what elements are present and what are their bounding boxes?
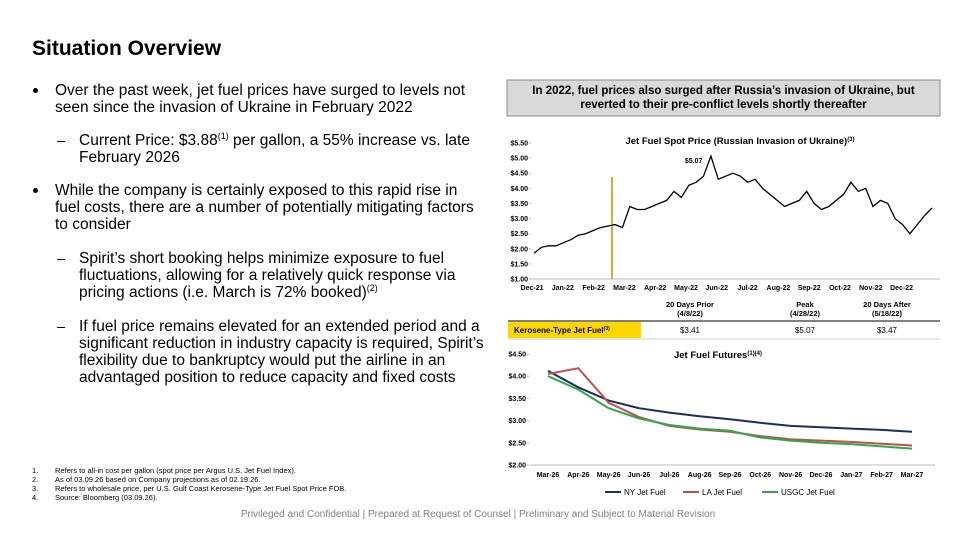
y-tick-label: $3.50 [510, 201, 528, 208]
text-run: Spirit’s short booking helps minimize ex… [79, 250, 456, 301]
footer: Privileged and Confidential | Prepared a… [240, 509, 716, 520]
x-tick-label: Feb-27 [870, 472, 893, 479]
legend-label: USGC Jet Fuel [781, 488, 835, 497]
y-tick-label: $2.50 [508, 440, 526, 447]
superscript: (3) [604, 326, 610, 332]
column-header: 20 Days Prior [666, 300, 714, 309]
row-label: Kerosene-Type Jet Fuel(3) [514, 326, 610, 335]
x-tick-label: Jan-27 [840, 472, 862, 479]
y-tick-label: $5.50 [510, 141, 528, 148]
x-tick-label: Sep-26 [718, 472, 741, 479]
x-tick-label: Dec-21 [521, 285, 544, 292]
sub-bullet: If fuel price remains elevated for an ex… [79, 318, 487, 386]
callout: In 2022, fuel prices also surged after R… [532, 85, 915, 111]
x-tick-label: Aug-22 [767, 285, 791, 292]
footnote-text: Refers to wholesale price, per U.S. Gulf… [55, 484, 347, 493]
column-header: (4/8/22) [677, 309, 703, 318]
y-tick-label: $4.00 [510, 186, 528, 193]
x-tick-label: Apr-26 [567, 472, 589, 479]
footnote-num: 4. [32, 493, 39, 502]
sub-bullet: Spirit’s short booking helps minimize ex… [79, 250, 487, 301]
chart-title: Jet Fuel Spot Price (Russian Invasion of… [625, 136, 854, 147]
footnote-text: Refers to all-in cost per gallon (spot p… [55, 466, 296, 475]
table-cell: $5.07 [795, 326, 816, 335]
bullet-text: While the company is certainly exposed t… [55, 182, 474, 233]
x-tick-label: Jan-22 [552, 285, 574, 292]
sub-dash [57, 141, 65, 143]
x-tick-label: Oct-22 [829, 285, 851, 292]
footnote-text: As of 03.09.26 based on Company projecti… [55, 475, 261, 484]
title: Situation Overview [32, 37, 222, 60]
table-cell: $3.41 [680, 326, 701, 335]
x-tick-label: Jul-26 [659, 472, 679, 479]
y-tick-label: $4.50 [510, 171, 528, 178]
superscript: (3) [847, 137, 854, 143]
legend-label: NY Jet Fuel [624, 488, 666, 497]
y-tick-label: $2.00 [510, 246, 528, 253]
x-tick-label: Nov-22 [859, 285, 882, 292]
x-tick-label: May-22 [674, 285, 698, 292]
y-tick-label: $1.00 [510, 277, 528, 284]
text-run: Current Price: $3.88 [79, 132, 218, 149]
x-tick-label: Oct-26 [749, 472, 771, 479]
x-tick-label: Aug-26 [688, 472, 712, 479]
y-tick-label: $4.50 [508, 352, 526, 359]
x-tick-label: Jun-26 [628, 472, 651, 479]
x-tick-label: Dec-26 [809, 472, 832, 479]
x-tick-label: Feb-22 [582, 285, 605, 292]
sub-dash [57, 259, 65, 261]
price-line [533, 153, 933, 254]
series-line [547, 375, 913, 450]
footnote-text: Source: Bloomberg (03.09.26). [55, 493, 158, 502]
y-tick-label: $2.50 [510, 231, 528, 238]
chart-title: Jet Fuel Futures(1)(4) [674, 350, 762, 361]
sub-dash [57, 327, 65, 329]
column-header: 20 Days After [863, 300, 911, 309]
row-label-text: Kerosene-Type Jet Fuel [514, 326, 604, 335]
chart-title-text: Jet Fuel Spot Price (Russian Invasion of… [625, 136, 847, 147]
column-header: (4/28/22) [790, 309, 821, 318]
row-label-box [508, 322, 641, 338]
annotation: $5.07 [685, 158, 703, 165]
legend-label: LA Jet Fuel [702, 488, 742, 497]
column-header: Peak [796, 300, 814, 309]
x-tick-label: Jun-22 [706, 285, 729, 292]
y-tick-label: $3.00 [510, 216, 528, 223]
x-tick-label: Nov-26 [779, 472, 802, 479]
x-tick-label: Dec-22 [890, 285, 913, 292]
y-tick-label: $3.50 [508, 396, 526, 403]
series-line [547, 370, 913, 433]
y-tick-label: $5.00 [510, 156, 528, 163]
x-tick-label: May-26 [597, 472, 621, 479]
chart-title-text: Jet Fuel Futures [674, 350, 747, 361]
y-tick-label: $3.00 [508, 418, 526, 425]
x-tick-label: Jul-22 [737, 285, 757, 292]
series-line [547, 367, 913, 447]
footnote-num: 3. [32, 484, 39, 493]
sub-bullet: Current Price: $3.88(1) per gallon, a 55… [79, 130, 487, 166]
x-tick-label: Mar-22 [613, 285, 636, 292]
footnote-num: 2. [32, 475, 39, 484]
superscript: (2) [366, 282, 378, 293]
x-tick-label: Sep-22 [798, 285, 821, 292]
bullet-dot [33, 88, 38, 93]
superscript: (1) [217, 130, 229, 141]
text-run: If fuel price remains elevated for an ex… [79, 318, 484, 386]
text-run: per gallon, a 55% increase vs. late Febr… [79, 132, 470, 166]
y-tick-label: $2.00 [508, 463, 526, 470]
table-cell: $3.47 [877, 326, 898, 335]
footnote-num: 1. [32, 466, 39, 475]
x-tick-label: Apr-22 [644, 285, 666, 292]
superscript: (1)(4) [747, 351, 762, 357]
y-tick-label: $4.00 [508, 374, 526, 381]
column-header: (5/18/22) [872, 309, 903, 318]
x-tick-label: Mar-26 [537, 472, 560, 479]
bullet-dot [33, 188, 38, 193]
callout-box [506, 79, 941, 117]
y-tick-label: $1.50 [510, 261, 528, 268]
x-tick-label: Mar-27 [901, 472, 924, 479]
bullet-text: Over the past week, jet fuel prices have… [55, 82, 466, 116]
